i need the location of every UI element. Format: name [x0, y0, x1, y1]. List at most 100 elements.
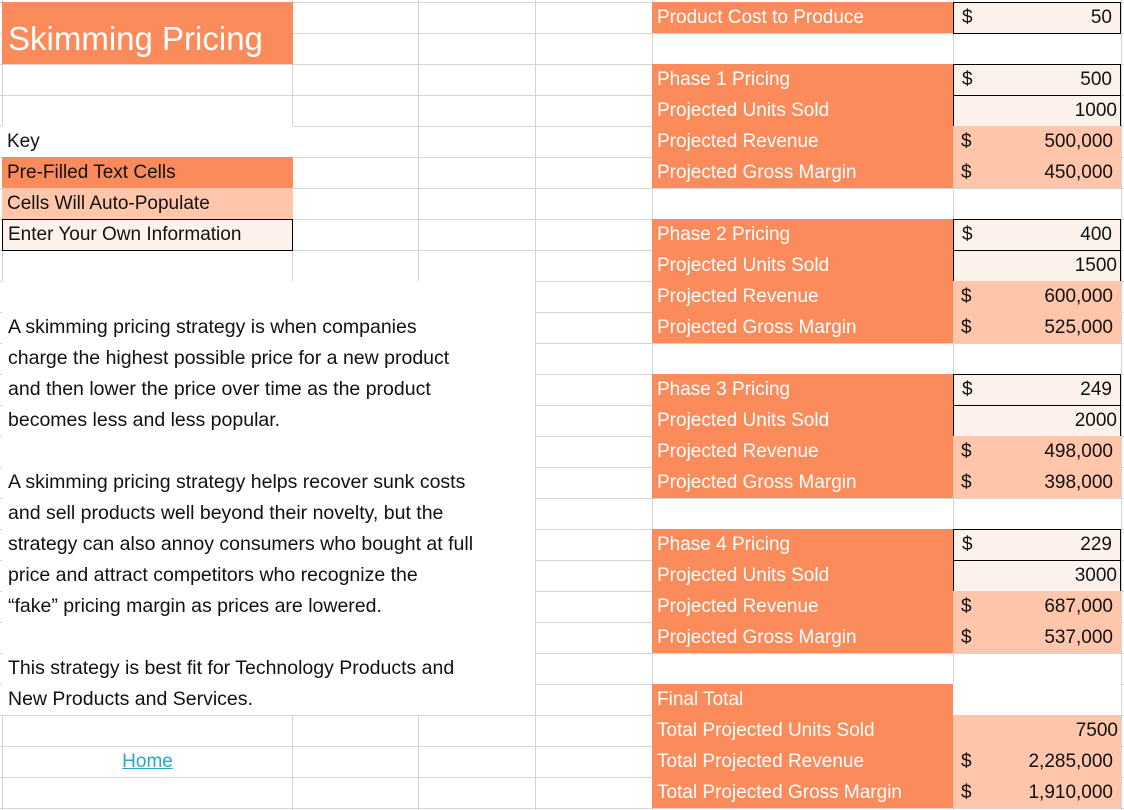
phase-3-price-input[interactable]: $249: [953, 374, 1121, 406]
grid-line: [0, 343, 1124, 344]
currency-symbol: $: [961, 626, 972, 648]
currency-symbol: $: [962, 7, 973, 28]
desc-line: A skimming pricing strategy is when comp…: [8, 316, 417, 338]
grid-line: [0, 777, 1124, 778]
desc-line: New Products and Services.: [8, 688, 253, 710]
final-total-blank: [953, 684, 1121, 715]
desc-line: A skimming pricing strategy helps recove…: [8, 471, 466, 493]
grid-line: [0, 560, 1124, 561]
value: 498,000: [1044, 440, 1113, 462]
grid-line: [0, 312, 1124, 313]
description-block: A skimming pricing strategy is when comp…: [2, 281, 535, 715]
desc-line: and sell products well beyond their nove…: [8, 502, 444, 524]
phase-3-pricing-label: Phase 3 Pricing: [652, 374, 953, 405]
currency-symbol: $: [961, 285, 972, 307]
product-cost-input[interactable]: $50: [953, 2, 1121, 34]
grid-line: [0, 250, 1124, 251]
grid-line: [0, 498, 1124, 499]
currency-symbol: $: [961, 781, 972, 803]
total-margin-label: Total Projected Gross Margin: [652, 777, 953, 808]
desc-line: charge the highest possible price for a …: [8, 347, 450, 369]
phase-3-units-input[interactable]: 2000: [953, 405, 1121, 437]
currency-symbol: $: [961, 471, 972, 493]
phase-4-revenue-label: Projected Revenue: [652, 591, 953, 622]
value: 400: [1080, 224, 1112, 245]
value: 398,000: [1044, 471, 1113, 493]
phase-3-revenue-value: $498,000: [953, 436, 1121, 467]
grid-line: [0, 591, 1124, 592]
grid-line: [0, 188, 1124, 189]
currency-symbol: $: [962, 69, 973, 90]
total-units-label: Total Projected Units Sold: [652, 715, 953, 746]
phase-2-units-input[interactable]: 1500: [953, 250, 1121, 282]
grid-line: [0, 746, 1124, 747]
phase-1-margin-label: Projected Gross Margin: [652, 157, 953, 188]
currency-symbol: $: [961, 440, 972, 462]
phase-2-revenue-value: $600,000: [953, 281, 1121, 312]
key-auto-populate: Cells Will Auto-Populate: [2, 188, 293, 219]
key-enter-info: Enter Your Own Information: [2, 219, 293, 251]
value: 1,910,000: [1028, 781, 1113, 803]
phase-4-units-label: Projected Units Sold: [652, 560, 953, 591]
phase-4-margin-value: $537,000: [953, 622, 1121, 653]
phase-2-margin-label: Projected Gross Margin: [652, 312, 953, 343]
grid-line: [0, 95, 1124, 96]
grid-line: [0, 467, 1124, 468]
desc-line: strategy can also annoy consumers who bo…: [8, 533, 474, 555]
value: 687,000: [1044, 595, 1113, 617]
phase-4-units-input[interactable]: 3000: [953, 560, 1121, 592]
currency-symbol: $: [962, 379, 973, 400]
phase-1-units-input[interactable]: 1000: [953, 95, 1121, 127]
desc-line: and then lower the price over time as th…: [8, 378, 431, 400]
home-link[interactable]: Home: [122, 750, 173, 772]
grid-line: [0, 653, 1124, 654]
phase-3-units-label: Projected Units Sold: [652, 405, 953, 436]
phase-2-margin-value: $525,000: [953, 312, 1121, 343]
desc-line: This strategy is best fit for Technology…: [8, 657, 455, 679]
grid-line: [0, 715, 1124, 716]
grid-line: [0, 529, 1124, 530]
phase-1-pricing-label: Phase 1 Pricing: [652, 64, 953, 95]
grid-line: [0, 64, 1124, 65]
desc-line: “fake” pricing margin as prices are lowe…: [8, 595, 382, 617]
value: 500: [1080, 69, 1112, 90]
currency-symbol: $: [961, 130, 972, 152]
grid-line: [0, 405, 1124, 406]
phase-2-price-input[interactable]: $400: [953, 219, 1121, 251]
phase-1-price-input[interactable]: $500: [953, 64, 1121, 96]
desc-line: becomes less and less popular.: [8, 409, 281, 431]
grid-line: [0, 684, 1124, 685]
phase-1-units-label: Projected Units Sold: [652, 95, 953, 126]
value: 537,000: [1044, 626, 1113, 648]
value: 50: [1090, 7, 1112, 28]
phase-1-margin-value: $450,000: [953, 157, 1121, 188]
grid-line: [0, 33, 1124, 34]
total-margin-value: $1,910,000: [953, 777, 1121, 808]
grid-line: [0, 219, 1124, 220]
total-units-value: 7500: [953, 715, 1121, 746]
total-revenue-value: $2,285,000: [953, 746, 1121, 777]
currency-symbol: $: [962, 534, 973, 555]
value: 229: [1080, 534, 1112, 555]
grid-line: [0, 374, 1124, 375]
phase-4-revenue-value: $687,000: [953, 591, 1121, 622]
grid-line: [0, 2, 1124, 3]
grid-line: [0, 808, 1124, 809]
grid-line: [535, 0, 536, 810]
value: 600,000: [1044, 285, 1113, 307]
key-prefilled: Pre-Filled Text Cells: [2, 157, 293, 188]
phase-4-price-input[interactable]: $229: [953, 529, 1121, 561]
grid-line: [0, 157, 1124, 158]
grid-line: [0, 622, 1124, 623]
grid-line: [0, 281, 1124, 282]
value: 525,000: [1044, 316, 1113, 338]
phase-2-units-label: Projected Units Sold: [652, 250, 953, 281]
phase-3-margin-value: $398,000: [953, 467, 1121, 498]
total-revenue-label: Total Projected Revenue: [652, 746, 953, 777]
grid-line: [0, 126, 1124, 127]
phase-4-margin-label: Projected Gross Margin: [652, 622, 953, 653]
phase-1-revenue-value: $500,000: [953, 126, 1121, 157]
grid-line: [1121, 0, 1122, 810]
value: 450,000: [1044, 161, 1113, 183]
